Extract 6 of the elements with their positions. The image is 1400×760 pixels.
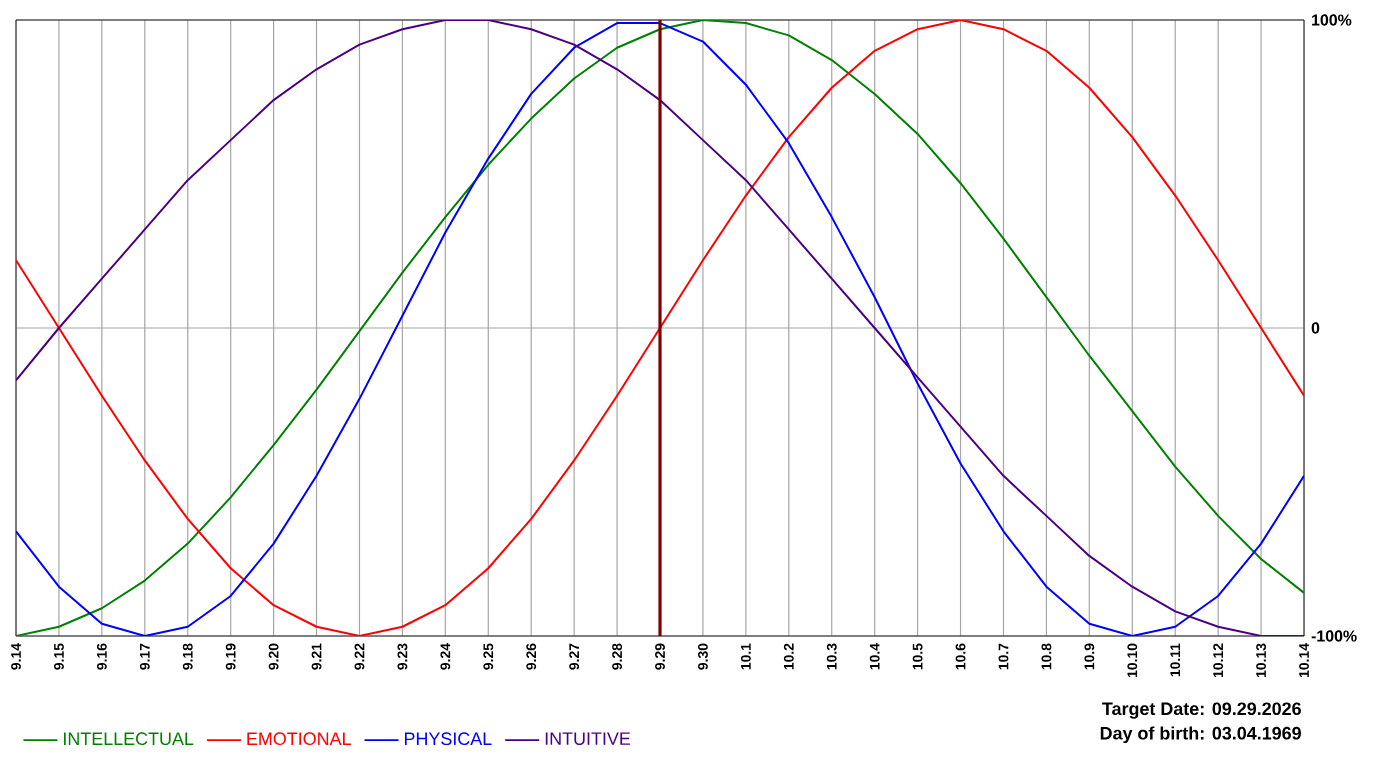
legend-label: INTELLECTUAL — [64, 732, 194, 746]
text: Day of birth: 03.04.1969 — [1100, 726, 1301, 744]
legend-label: INTUITIVE — [545, 732, 631, 745]
legend-label: PHYSICAL — [404, 732, 492, 746]
legend-label: EMOTIONAL — [247, 732, 351, 746]
text: Target Date: 09.29.2026 — [1102, 702, 1301, 719]
